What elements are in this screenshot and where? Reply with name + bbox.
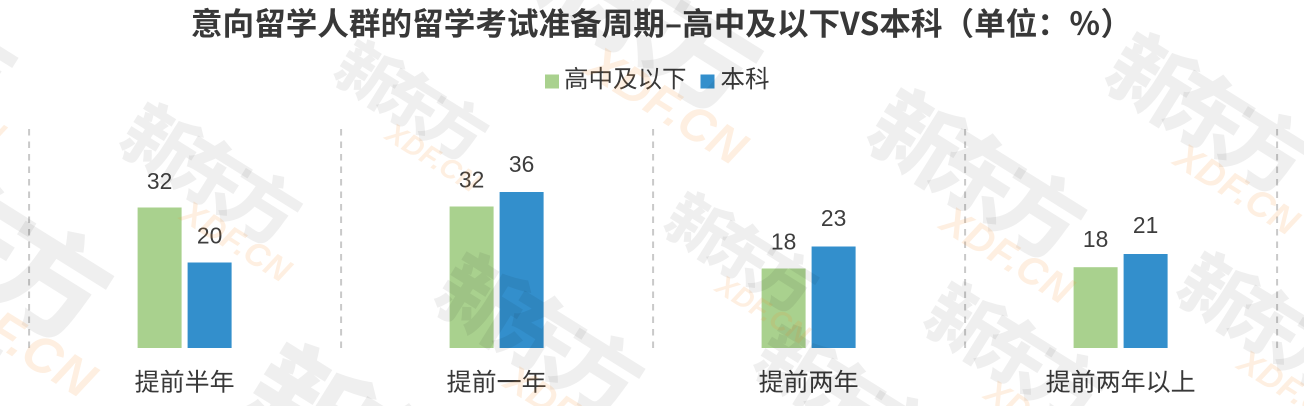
svg-text:18: 18 [1083,226,1108,252]
svg-text:21: 21 [1133,212,1158,238]
svg-text:23: 23 [821,205,846,231]
svg-text:36: 36 [509,151,534,177]
